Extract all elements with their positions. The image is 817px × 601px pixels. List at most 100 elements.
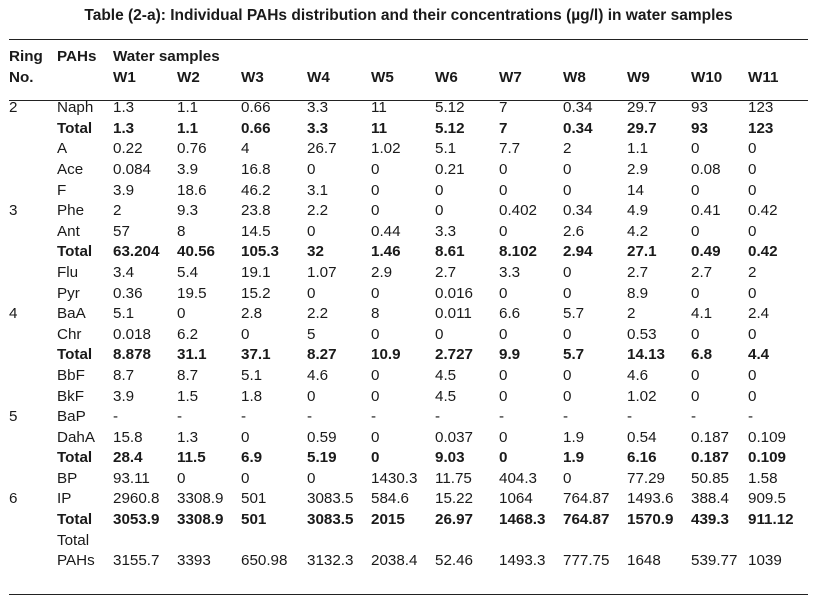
concentration-cell: 0.109 <box>748 449 787 467</box>
bottom-rule <box>9 594 808 595</box>
concentration-cell: - <box>435 408 441 426</box>
concentration-cell: 0 <box>563 181 572 199</box>
concentration-cell: 0 <box>371 449 380 467</box>
pah-name-cell: Total <box>57 346 93 364</box>
concentration-cell: - <box>241 408 247 426</box>
concentration-cell: 911.12 <box>748 511 794 529</box>
concentration-cell: 0.49 <box>691 243 721 261</box>
ring-number-cell <box>9 181 57 202</box>
concentration-cell: 8.61 <box>435 243 465 261</box>
concentration-cell: 3132.3 <box>307 552 354 570</box>
table-row: Total 8.878 31.1 37.1 8.27 10.9 2.727 9.9 5.7 14.… <box>9 345 808 366</box>
table-row: Chr 0.018 6.2 0 5 0 0 0 0 0.53 0 0 <box>9 325 808 346</box>
table-row: 5 BaP - - - - - - - - - - - <box>9 407 808 428</box>
concentration-cell: 0.402 <box>499 202 538 220</box>
ring-number-cell: 3 <box>9 202 18 220</box>
concentration-cell: 3.4 <box>113 263 135 281</box>
concentration-cell: 0 <box>748 222 757 240</box>
concentration-cell: 0 <box>499 222 508 240</box>
column-header: W4 <box>307 68 330 86</box>
concentration-cell: 1648 <box>627 552 661 570</box>
concentration-cell: 93.11 <box>113 469 150 487</box>
concentration-cell: 19.1 <box>241 263 271 281</box>
concentration-cell: 3393 <box>177 552 211 570</box>
concentration-cell: 0.36 <box>113 284 143 302</box>
concentration-cell: 764.87 <box>563 511 610 529</box>
concentration-cell: 2 <box>113 202 122 220</box>
column-header: W9 <box>627 68 650 86</box>
concentration-cell: 4.6 <box>307 366 329 384</box>
pah-name-cell: IP <box>57 490 72 508</box>
concentration-cell: 2.2 <box>307 202 329 220</box>
concentration-cell: 0 <box>371 325 380 343</box>
concentration-cell: 3.9 <box>177 160 199 178</box>
concentration-cell: 0 <box>499 428 508 446</box>
table-row: Total <box>9 531 808 552</box>
concentration-cell: 777.75 <box>563 552 610 570</box>
table-row: DahA 15.8 1.3 0 0.59 0 0.037 0 1.9 0.54 0.187 0.109 <box>9 428 808 449</box>
concentration-cell: 2.7 <box>435 263 457 281</box>
ring-number-cell <box>9 263 57 284</box>
concentration-cell: 764.87 <box>563 490 610 508</box>
concentration-cell: 0.66 <box>241 119 271 137</box>
concentration-cell: 0 <box>748 284 757 302</box>
pah-name-cell: BaA <box>57 305 86 323</box>
concentration-cell: 3.1 <box>307 181 329 199</box>
concentration-cell: 0.44 <box>371 222 401 240</box>
concentration-cell: 8.7 <box>177 366 199 384</box>
table-row: Ace 0.084 3.9 16.8 0 0 0.21 0 0 2.9 0.08 0 <box>9 160 808 181</box>
concentration-cell: 11 <box>371 99 387 117</box>
concentration-cell: 1039 <box>748 552 782 570</box>
concentration-cell: 1064 <box>499 490 533 508</box>
concentration-cell: 0 <box>307 222 316 240</box>
concentration-cell: 1.8 <box>241 387 263 405</box>
concentration-cell: 0 <box>499 366 508 384</box>
concentration-cell: 8 <box>177 222 186 240</box>
concentration-cell: 1.02 <box>371 140 401 158</box>
concentration-cell: 105.3 <box>241 243 280 261</box>
concentration-cell: 0.34 <box>563 119 593 137</box>
concentration-cell: 0 <box>435 325 444 343</box>
concentration-cell: 0 <box>691 366 700 384</box>
concentration-cell: 0 <box>563 325 572 343</box>
concentration-cell: 5.12 <box>435 99 465 117</box>
concentration-cell: 0 <box>177 305 186 323</box>
concentration-cell: 6.6 <box>499 305 521 323</box>
header-rule <box>9 100 808 101</box>
concentration-cell: 0 <box>499 160 508 178</box>
concentration-cell: 1.9 <box>563 428 585 446</box>
table-row: 4 BaA 5.1 0 2.8 2.2 8 0.011 6.6 5.7 2 4.1 2.4 <box>9 304 808 325</box>
concentration-cell: 1493.6 <box>627 490 674 508</box>
concentration-cell: 0 <box>435 202 444 220</box>
water-samples-header: Water samples <box>113 48 220 65</box>
concentration-cell <box>627 531 691 552</box>
concentration-cell: 0 <box>241 325 250 343</box>
concentration-cell <box>691 531 748 552</box>
ring-number-cell <box>9 119 57 140</box>
concentration-cell: 2038.4 <box>371 552 418 570</box>
concentration-cell: 7.7 <box>499 140 521 158</box>
concentration-cell: 0 <box>691 222 700 240</box>
ring-number-cell <box>9 242 57 263</box>
concentration-cell: 0 <box>691 387 700 405</box>
concentration-cell: 28.4 <box>113 449 143 467</box>
ring-number-cell <box>9 160 57 181</box>
concentration-cell: 2.9 <box>627 160 649 178</box>
concentration-cell: 50.85 <box>691 469 730 487</box>
concentration-cell: 0.016 <box>435 284 474 302</box>
concentration-cell: 0.54 <box>627 428 657 446</box>
concentration-cell: 9.03 <box>435 449 465 467</box>
concentration-cell: 0.08 <box>691 160 721 178</box>
concentration-cell: 0 <box>371 366 380 384</box>
concentration-cell: 26.7 <box>307 140 337 158</box>
concentration-cell: 4.5 <box>435 366 457 384</box>
pah-name-cell: Total <box>57 243 93 261</box>
concentration-cell: 0 <box>177 469 186 487</box>
concentration-cell: 18.6 <box>177 181 207 199</box>
pah-name-cell: Pyr <box>57 284 80 302</box>
table-row: BkF 3.9 1.5 1.8 0 0 4.5 0 0 1.02 0 0 <box>9 387 808 408</box>
concentration-cell: 52.46 <box>435 552 474 570</box>
concentration-cell: 3083.5 <box>307 490 354 508</box>
concentration-cell: 2.4 <box>748 305 770 323</box>
concentration-cell: 123 <box>748 119 774 137</box>
